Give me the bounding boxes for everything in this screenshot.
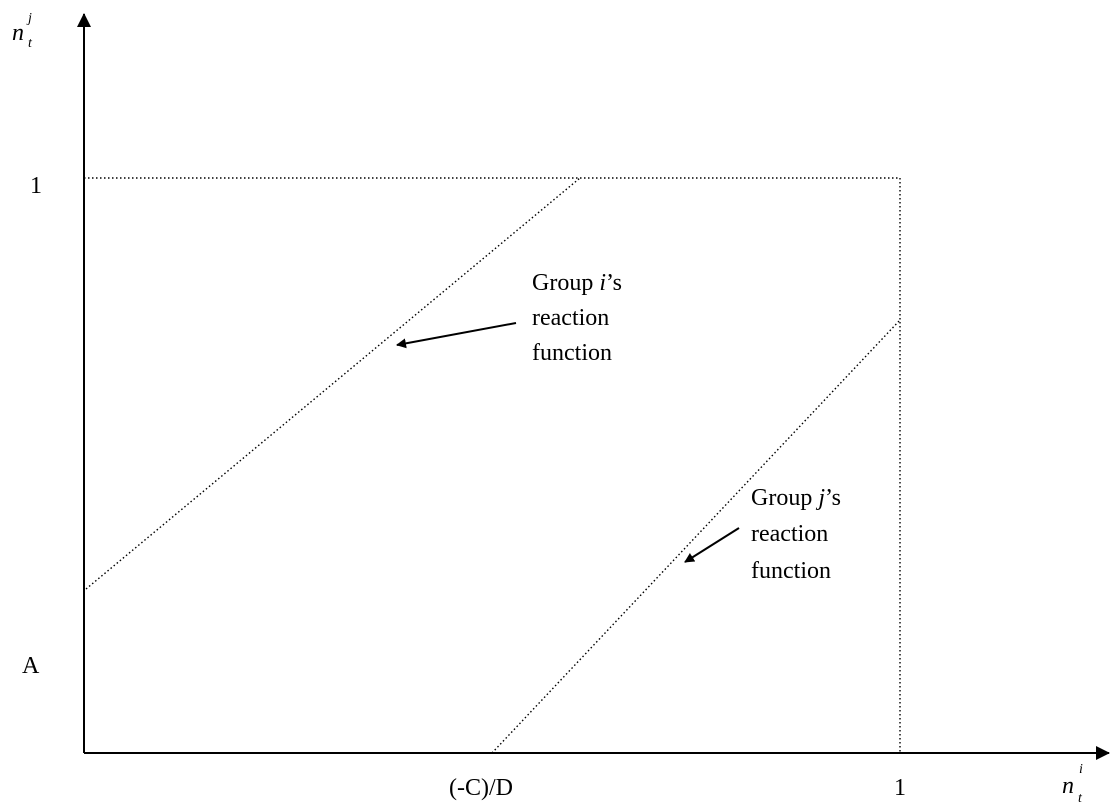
x-axis-label-sub: t bbox=[1078, 791, 1083, 806]
x-tick-label-c-over-d: (-C)/D bbox=[449, 775, 513, 801]
y-axis-label-sup: j bbox=[26, 11, 32, 26]
y-tick-label-one: 1 bbox=[30, 173, 42, 199]
group-j-reaction-line bbox=[491, 319, 901, 754]
group-i-annotation-line2: reaction bbox=[532, 305, 609, 331]
group-j-annotation-line1: Group j’s bbox=[751, 485, 841, 511]
group-i-annotation: Group i’s reaction function bbox=[532, 270, 622, 366]
group-i-pointer-arrow bbox=[396, 322, 517, 349]
y-axis-label: n j t bbox=[12, 11, 33, 51]
group-i-annotation-line3: function bbox=[532, 340, 612, 366]
y-axis-label-sub: t bbox=[28, 36, 33, 51]
group-j-annotation-line3: function bbox=[751, 558, 831, 584]
group-i-reaction-line bbox=[85, 177, 581, 590]
x-tick-label-one: 1 bbox=[894, 775, 906, 801]
x-axis-label-sup: i bbox=[1079, 762, 1083, 777]
group-j-annotation: Group j’s reaction function bbox=[751, 485, 841, 584]
x-axis-label-base: n bbox=[1062, 773, 1074, 799]
group-j-pointer-arrow bbox=[684, 527, 740, 563]
x-axis-label: n i t bbox=[1062, 762, 1083, 806]
y-tick-label-a: A bbox=[22, 653, 40, 679]
group-i-annotation-line1: Group i’s bbox=[532, 270, 622, 296]
y-axis-label-base: n bbox=[12, 20, 24, 46]
group-j-annotation-line2: reaction bbox=[751, 521, 828, 547]
